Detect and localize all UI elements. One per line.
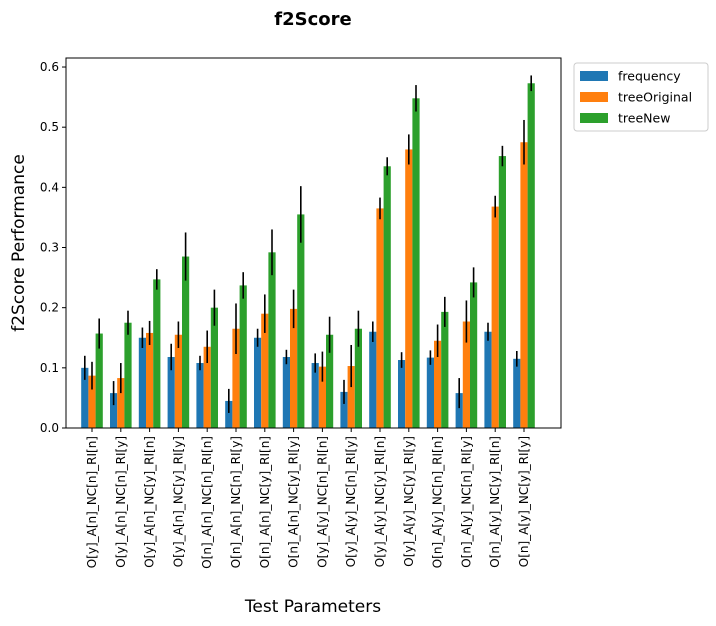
bar-frequency-1 bbox=[110, 393, 118, 428]
legend-swatch-frequency bbox=[580, 71, 608, 81]
y-tick-label: 0.1 bbox=[40, 361, 59, 375]
bar-treeNew-13 bbox=[470, 282, 478, 428]
x-axis-label: Test Parameters bbox=[244, 597, 381, 617]
bar-treeNew-6 bbox=[268, 252, 276, 428]
plot-frame bbox=[65, 57, 562, 429]
bar-frequency-11 bbox=[398, 360, 406, 428]
bar-frequency-3 bbox=[167, 357, 175, 428]
y-tick-label: 0.6 bbox=[40, 60, 59, 74]
legend-swatch-treeOriginal bbox=[580, 92, 608, 102]
x-tick-label: O[y]_A[y]_NC[n]_RI[n] bbox=[315, 436, 329, 568]
y-tick-label: 0.4 bbox=[40, 180, 59, 194]
bar-treeNew-0 bbox=[95, 333, 103, 428]
bar-treeOriginal-2 bbox=[146, 332, 154, 428]
y-tick-label: 0.5 bbox=[40, 120, 59, 134]
bar-treeOriginal-1 bbox=[117, 378, 125, 428]
bar-treeOriginal-4 bbox=[203, 346, 211, 428]
x-tick-label: O[y]_A[n]_NC[y]_RI[y] bbox=[171, 436, 185, 567]
bar-treeNew-9 bbox=[354, 328, 362, 428]
y-tick-label: 0.2 bbox=[40, 301, 59, 315]
x-axis: O[y]_A[n]_NC[n]_RI[n] O[y]_A[n]_NC[n]_RI[… bbox=[85, 428, 531, 569]
legend: frequency treeOriginal treeNew bbox=[573, 62, 709, 132]
x-tick-label: O[y]_A[n]_NC[n]_RI[y] bbox=[114, 436, 128, 568]
x-tick-label: O[y]_A[n]_NC[n]_RI[n] bbox=[85, 436, 99, 568]
x-tick-label: O[y]_A[y]_NC[y]_RI[n] bbox=[373, 436, 387, 567]
bar-frequency-0 bbox=[81, 367, 89, 428]
bar-treeNew-1 bbox=[124, 322, 132, 428]
bar-frequency-4 bbox=[196, 363, 204, 428]
y-axis: 0.0 0.1 0.2 0.3 0.4 0.5 0.6 bbox=[40, 60, 66, 435]
bar-treeOriginal-14 bbox=[491, 206, 499, 428]
x-tick-label: O[n]_A[y]_NC[n]_RI[n] bbox=[431, 436, 445, 568]
chart-title: f2Score bbox=[274, 9, 351, 30]
bar-frequency-12 bbox=[426, 357, 434, 428]
bar-treeNew-11 bbox=[412, 98, 420, 428]
bar-frequency-2 bbox=[138, 337, 146, 428]
bar-treeNew-3 bbox=[182, 256, 190, 428]
bar-treeOriginal-13 bbox=[462, 321, 470, 428]
bar-treeOriginal-11 bbox=[405, 149, 413, 428]
x-tick-label: O[n]_A[y]_NC[y]_RI[y] bbox=[517, 436, 531, 567]
x-tick-label: O[n]_A[n]_NC[y]_RI[n] bbox=[258, 436, 272, 568]
bar-treeOriginal-5 bbox=[232, 328, 240, 428]
y-tick-label: 0.3 bbox=[40, 241, 59, 255]
x-tick-label: O[n]_A[y]_NC[y]_RI[n] bbox=[488, 436, 502, 568]
bar-treeOriginal-7 bbox=[290, 308, 298, 428]
x-tick-label: O[y]_A[y]_NC[y]_RI[y] bbox=[402, 436, 416, 567]
legend-swatch-treeNew bbox=[580, 113, 608, 123]
x-tick-label: O[n]_A[y]_NC[n]_RI[y] bbox=[459, 436, 473, 568]
bar-treeNew-10 bbox=[383, 166, 391, 429]
bar-frequency-8 bbox=[311, 363, 319, 428]
bar-frequency-7 bbox=[282, 357, 290, 428]
bar-treeOriginal-0 bbox=[88, 375, 96, 428]
bar-treeNew-15 bbox=[527, 83, 535, 429]
bar-treeOriginal-10 bbox=[376, 208, 384, 428]
bar-treeOriginal-9 bbox=[347, 366, 355, 428]
bar-frequency-10 bbox=[369, 331, 377, 428]
bar-frequency-6 bbox=[254, 337, 262, 428]
bar-treeOriginal-12 bbox=[434, 340, 442, 428]
bar-treeOriginal-15 bbox=[520, 142, 528, 429]
y-tick-label: 0.0 bbox=[40, 421, 59, 435]
bar-frequency-15 bbox=[513, 358, 521, 428]
y-axis-label: f2Score Performance bbox=[9, 154, 29, 332]
bar-treeNew-8 bbox=[326, 334, 334, 428]
bar-treeNew-2 bbox=[153, 279, 161, 428]
errorbars-group bbox=[84, 75, 533, 413]
bar-treeOriginal-3 bbox=[174, 334, 182, 428]
bar-frequency-14 bbox=[484, 331, 492, 428]
x-tick-label: O[n]_A[n]_NC[n]_RI[n] bbox=[200, 436, 214, 569]
x-tick-label: O[y]_A[y]_NC[n]_RI[y] bbox=[344, 436, 358, 567]
bar-treeNew-4 bbox=[210, 307, 218, 428]
bar-treeNew-7 bbox=[297, 214, 305, 428]
legend-label-treeNew: treeNew bbox=[618, 111, 670, 126]
bars-group bbox=[81, 83, 535, 429]
bar-frequency-13 bbox=[455, 393, 463, 428]
x-tick-label: O[n]_A[n]_NC[y]_RI[y] bbox=[287, 436, 301, 568]
legend-label-treeOriginal: treeOriginal bbox=[618, 90, 692, 105]
bar-treeNew-5 bbox=[239, 285, 247, 428]
bar-treeNew-14 bbox=[498, 156, 506, 428]
bar-treeOriginal-6 bbox=[261, 313, 269, 428]
x-tick-label: O[n]_A[n]_NC[n]_RI[y] bbox=[229, 436, 243, 568]
bar-frequency-5 bbox=[225, 400, 233, 428]
bar-treeOriginal-8 bbox=[318, 366, 326, 428]
bar-frequency-9 bbox=[340, 391, 348, 428]
bar-treeNew-12 bbox=[441, 311, 449, 428]
legend-label-frequency: frequency bbox=[618, 69, 681, 84]
x-tick-label: O[y]_A[n]_NC[y]_RI[n] bbox=[143, 436, 157, 568]
